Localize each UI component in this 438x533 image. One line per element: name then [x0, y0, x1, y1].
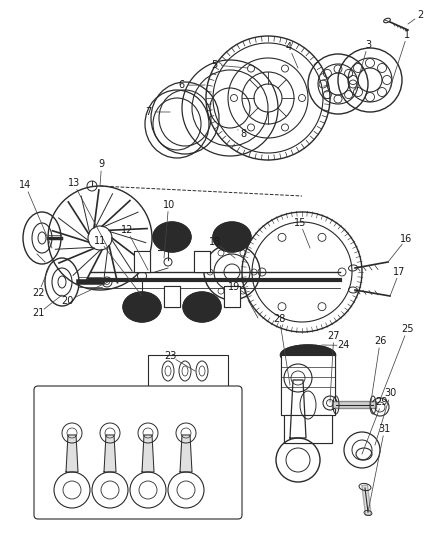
Text: 13: 13: [67, 179, 80, 188]
Polygon shape: [66, 435, 78, 472]
Text: 12: 12: [121, 225, 133, 235]
Text: 30: 30: [385, 389, 397, 398]
Text: 6: 6: [179, 80, 185, 90]
Bar: [134, 251, 150, 272]
Bar: [194, 251, 210, 272]
Text: 9: 9: [99, 159, 105, 169]
Text: 22: 22: [32, 288, 45, 298]
Text: 28: 28: [273, 314, 286, 324]
Text: 10: 10: [162, 200, 175, 209]
Text: 5: 5: [212, 60, 218, 70]
Text: 25: 25: [401, 325, 413, 334]
Text: 3: 3: [365, 40, 371, 50]
Text: 29: 29: [376, 398, 388, 407]
Text: 2: 2: [417, 10, 424, 20]
Bar: [284, 415, 332, 443]
Text: 21: 21: [32, 309, 45, 318]
Text: 11: 11: [94, 236, 106, 246]
Bar: [134, 251, 150, 272]
Ellipse shape: [153, 222, 191, 252]
Bar: [164, 286, 180, 307]
Polygon shape: [104, 435, 116, 472]
FancyBboxPatch shape: [34, 386, 242, 519]
Text: 19: 19: [228, 282, 240, 292]
Text: 23: 23: [164, 351, 176, 361]
Polygon shape: [180, 435, 192, 472]
Text: 7: 7: [145, 107, 151, 117]
Bar: [224, 286, 240, 307]
Text: 20: 20: [62, 296, 74, 305]
Text: 18: 18: [208, 237, 221, 247]
Bar: [148, 355, 228, 387]
Text: 24: 24: [338, 341, 350, 350]
Bar: [224, 286, 240, 307]
Bar: [284, 415, 332, 443]
Polygon shape: [142, 435, 154, 472]
Text: 14: 14: [19, 181, 32, 190]
Text: 16: 16: [400, 234, 413, 244]
Bar: [194, 251, 210, 272]
Text: 26: 26: [374, 336, 386, 346]
Text: 8: 8: [240, 130, 246, 139]
Text: 15: 15: [294, 218, 306, 228]
Ellipse shape: [280, 345, 336, 365]
Ellipse shape: [183, 292, 221, 322]
Text: 4: 4: [286, 42, 292, 52]
Bar: [281, 355, 335, 415]
Ellipse shape: [123, 292, 161, 322]
Bar: [281, 355, 335, 415]
Polygon shape: [290, 380, 306, 438]
Text: 17: 17: [393, 267, 406, 277]
Text: 27: 27: [328, 331, 340, 341]
Ellipse shape: [213, 222, 251, 252]
Text: 31: 31: [378, 424, 391, 434]
Bar: [164, 286, 180, 307]
Text: 1: 1: [404, 30, 410, 39]
